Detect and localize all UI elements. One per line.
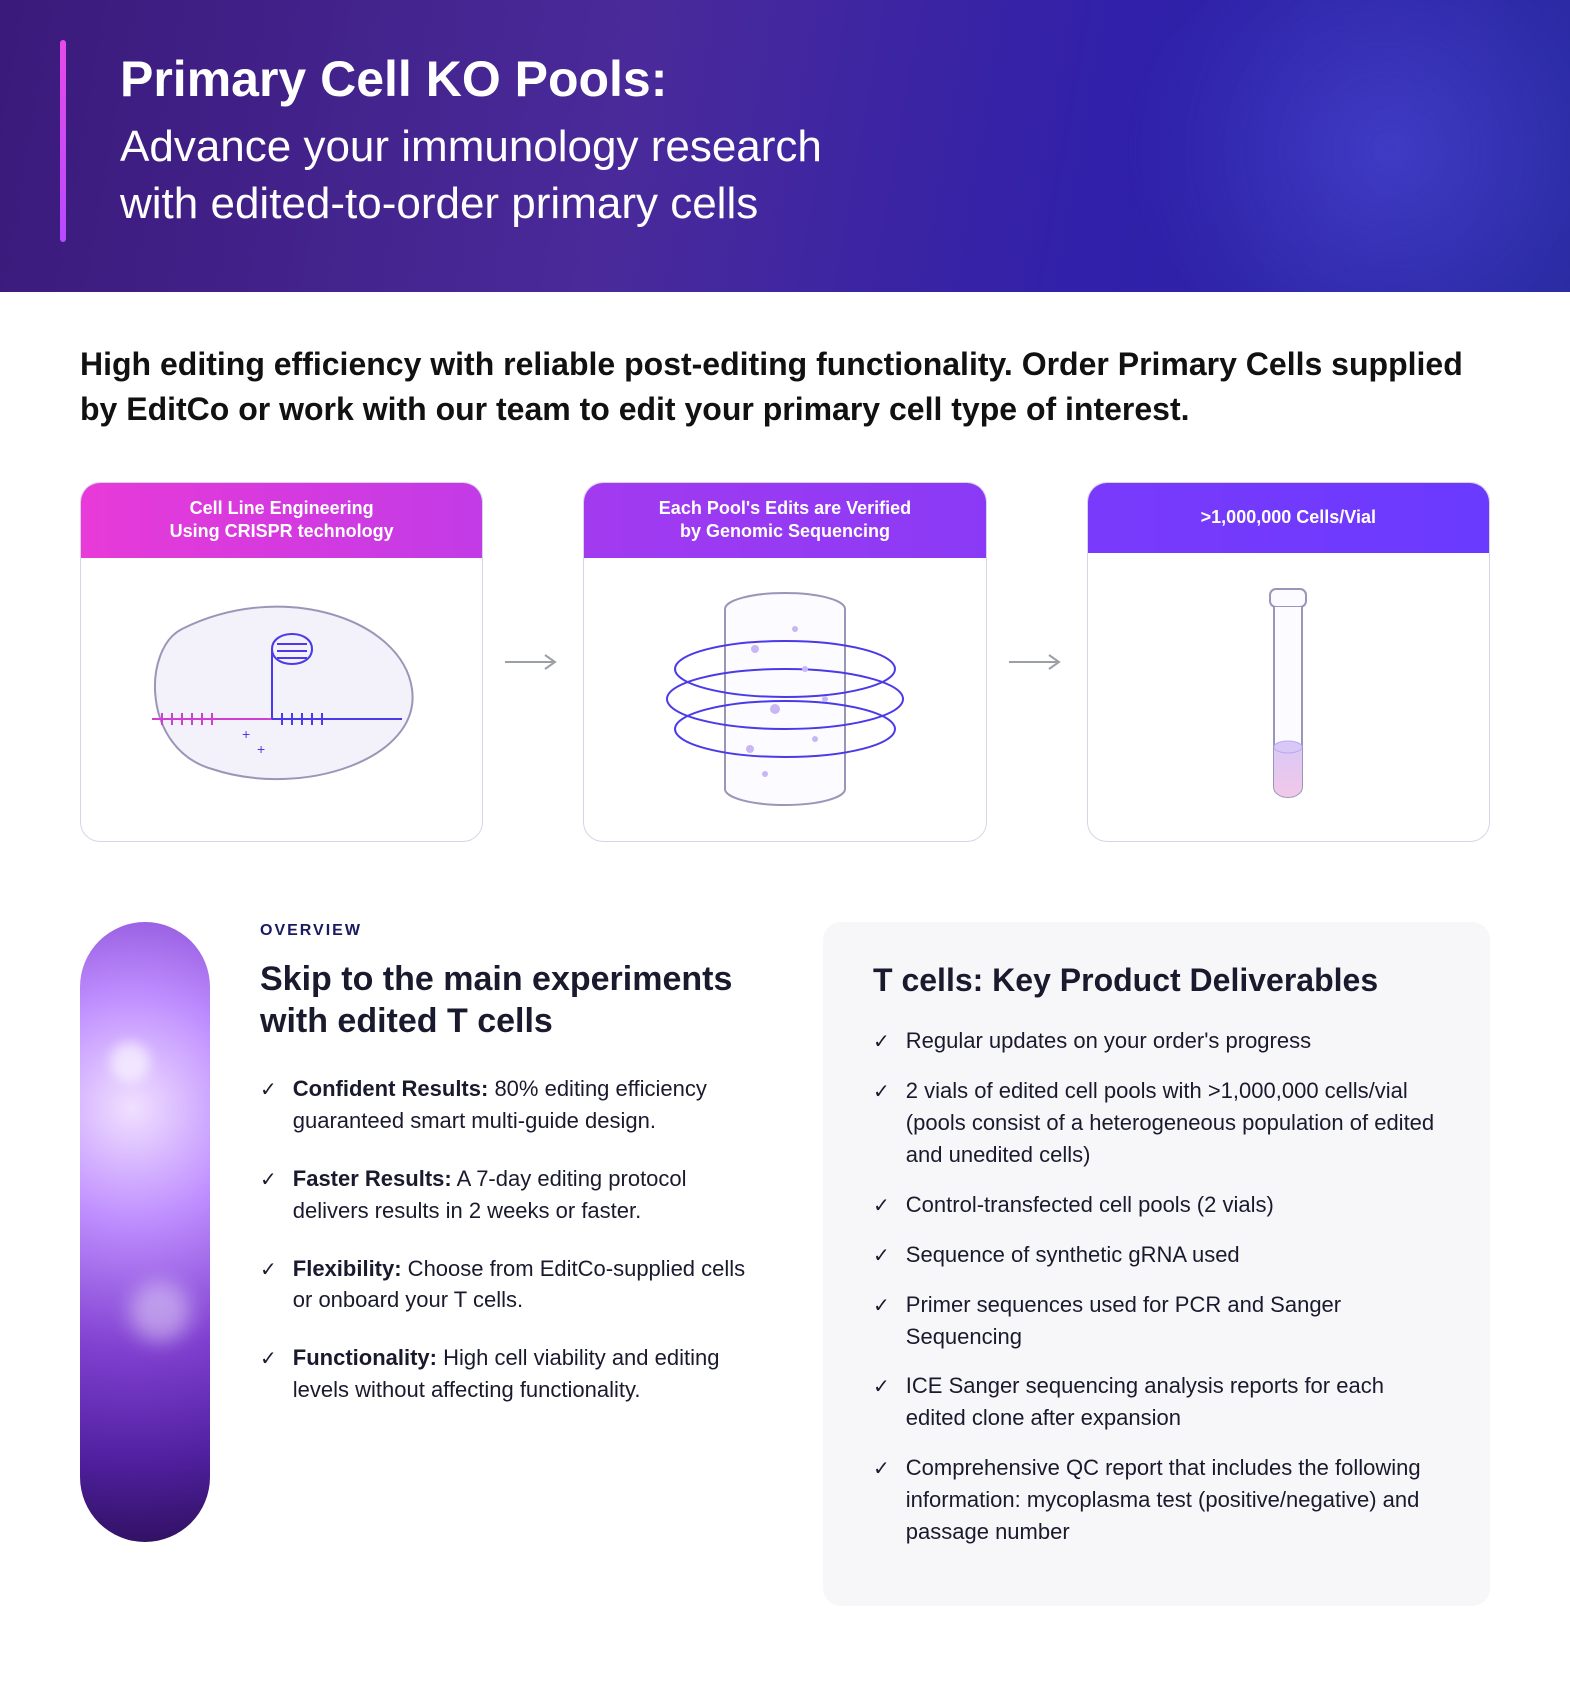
deliverables-item-text: 2 vials of edited cell pools with >1,000… [906, 1075, 1440, 1171]
card3-header-line1: >1,000,000 Cells/Vial [1201, 507, 1376, 527]
deliverables-item-text: Comprehensive QC report that includes th… [906, 1452, 1440, 1548]
overview-item: ✓ Functionality: High cell viability and… [260, 1342, 753, 1406]
overview-item-text: Flexibility: Choose from EditCo-supplied… [293, 1253, 753, 1317]
intro-text: High editing efficiency with reliable po… [0, 292, 1570, 462]
process-card-1-header: Cell Line Engineering Using CRISPR techn… [81, 483, 482, 558]
card2-header-line2: by Genomic Sequencing [680, 521, 890, 541]
deliverables-item: ✓ Regular updates on your order's progre… [873, 1025, 1440, 1057]
deliverables-item: ✓ ICE Sanger sequencing analysis reports… [873, 1370, 1440, 1434]
lower-section: OVERVIEW Skip to the main experiments wi… [0, 892, 1570, 1686]
overview-item-text: Confident Results: 80% editing efficienc… [293, 1073, 753, 1137]
check-icon: ✓ [873, 1452, 890, 1548]
svg-text:+: + [257, 741, 265, 757]
process-card-2-header: Each Pool's Edits are Verified by Genomi… [584, 483, 985, 558]
vial-illustration [1088, 553, 1489, 841]
check-icon: ✓ [260, 1342, 277, 1406]
hero-banner: Primary Cell KO Pools: Advance your immu… [0, 0, 1570, 292]
deliverables-item-text: Sequence of synthetic gRNA used [906, 1239, 1240, 1271]
check-icon: ✓ [260, 1253, 277, 1317]
check-icon: ✓ [260, 1163, 277, 1227]
hero-title: Primary Cell KO Pools: [120, 50, 1490, 108]
overview-list: ✓ Confident Results: 80% editing efficie… [260, 1073, 753, 1406]
hero-subtitle-line1: Advance your immunology research [120, 122, 822, 171]
deliverables-item: ✓ Primer sequences used for PCR and Sang… [873, 1289, 1440, 1353]
deliverables-list: ✓ Regular updates on your order's progre… [873, 1025, 1440, 1548]
check-icon: ✓ [873, 1025, 890, 1057]
deliverables-item: ✓ Sequence of synthetic gRNA used [873, 1239, 1440, 1271]
process-card-1: Cell Line Engineering Using CRISPR techn… [80, 482, 483, 842]
deliverables-item-text: Regular updates on your order's progress [906, 1025, 1311, 1057]
check-icon: ✓ [260, 1073, 277, 1137]
svg-text:+: + [242, 726, 250, 742]
check-icon: ✓ [873, 1075, 890, 1171]
deliverables-item: ✓ 2 vials of edited cell pools with >1,0… [873, 1075, 1440, 1171]
overview-item: ✓ Flexibility: Choose from EditCo-suppli… [260, 1253, 753, 1317]
overview-item: ✓ Faster Results: A 7-day editing protoc… [260, 1163, 753, 1227]
arrow-icon [1007, 652, 1067, 672]
deliverables-panel: T cells: Key Product Deliverables ✓ Regu… [823, 922, 1490, 1606]
card1-header-line2: Using CRISPR technology [170, 521, 394, 541]
overview-item-text: Functionality: High cell viability and e… [293, 1342, 753, 1406]
deliverables-item: ✓ Control-transfected cell pools (2 vial… [873, 1189, 1440, 1221]
process-card-2: Each Pool's Edits are Verified by Genomi… [583, 482, 986, 842]
hero-subtitle: Advance your immunology research with ed… [120, 118, 1490, 232]
overview-item-text: Faster Results: A 7-day editing protocol… [293, 1163, 753, 1227]
decorative-pill-image [80, 922, 210, 1542]
deliverables-item-text: ICE Sanger sequencing analysis reports f… [906, 1370, 1440, 1434]
overview-eyebrow: OVERVIEW [260, 922, 753, 940]
overview-heading: Skip to the main experiments with edited… [260, 958, 753, 1043]
accent-bar [60, 40, 66, 242]
deliverables-heading: T cells: Key Product Deliverables [873, 962, 1440, 999]
overview-panel: OVERVIEW Skip to the main experiments wi… [260, 922, 773, 1606]
check-icon: ✓ [873, 1239, 890, 1271]
arrow-icon [503, 652, 563, 672]
overview-item: ✓ Confident Results: 80% editing efficie… [260, 1073, 753, 1137]
check-icon: ✓ [873, 1289, 890, 1353]
sequencing-illustration [584, 558, 985, 841]
card1-header-line1: Cell Line Engineering [190, 498, 374, 518]
check-icon: ✓ [873, 1189, 890, 1221]
process-cards: Cell Line Engineering Using CRISPR techn… [0, 462, 1570, 892]
deliverables-item-text: Primer sequences used for PCR and Sanger… [906, 1289, 1440, 1353]
card2-header-line1: Each Pool's Edits are Verified [659, 498, 911, 518]
crispr-illustration: + + [81, 558, 482, 841]
process-card-3: >1,000,000 Cells/Vial [1087, 482, 1490, 842]
process-card-3-header: >1,000,000 Cells/Vial [1088, 483, 1489, 553]
deliverables-item-text: Control-transfected cell pools (2 vials) [906, 1189, 1274, 1221]
hero-subtitle-line2: with edited-to-order primary cells [120, 179, 758, 228]
check-icon: ✓ [873, 1370, 890, 1434]
deliverables-item: ✓ Comprehensive QC report that includes … [873, 1452, 1440, 1548]
